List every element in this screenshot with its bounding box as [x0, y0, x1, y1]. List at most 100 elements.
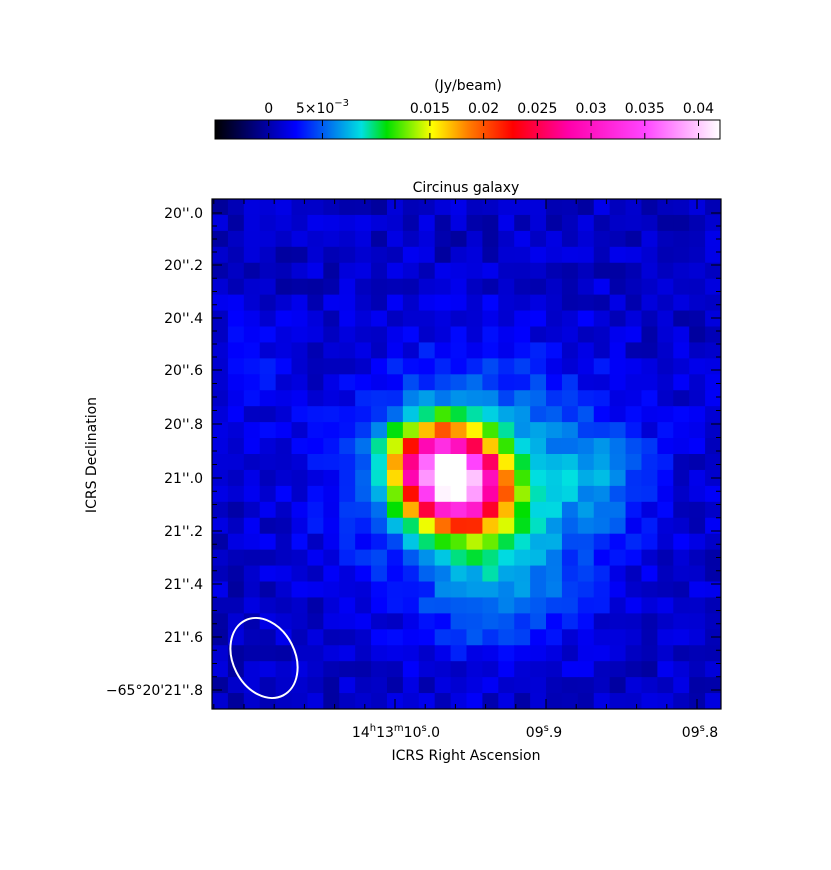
heatmap-cell	[371, 358, 388, 375]
heatmap-cell	[657, 374, 674, 391]
heatmap-cell	[657, 294, 674, 312]
heatmap-cell	[625, 374, 643, 391]
heatmap-cell	[418, 278, 436, 296]
heatmap-cell	[291, 358, 309, 375]
heatmap-cell	[530, 199, 547, 216]
heatmap-cell	[243, 485, 261, 503]
heatmap-cell	[402, 581, 420, 599]
heatmap-cell	[339, 597, 356, 614]
heatmap-cell	[689, 645, 706, 662]
heatmap-cell	[386, 390, 404, 407]
heatmap-cell	[593, 693, 611, 709]
heatmap-cell	[307, 565, 324, 583]
heatmap-cell	[386, 278, 404, 296]
heatmap-cell	[402, 454, 420, 471]
heatmap-cell	[546, 629, 563, 646]
heatmap-cell	[641, 406, 658, 423]
heatmap-cell	[450, 358, 468, 375]
heatmap-cell	[243, 597, 261, 614]
heatmap-cell	[212, 374, 229, 391]
heatmap-cell	[673, 230, 690, 248]
heatmap-cell	[355, 230, 372, 248]
heatmap-cell	[561, 390, 579, 407]
heatmap-cell	[259, 390, 277, 407]
heatmap-cell	[339, 438, 356, 455]
heatmap-cell	[689, 278, 706, 296]
heatmap-cell	[530, 230, 547, 248]
heatmap-cell	[323, 597, 340, 614]
heatmap-cell	[673, 358, 690, 375]
heatmap-cell	[546, 469, 563, 487]
heatmap-cell	[577, 294, 595, 312]
colorbar-tick-4: 0.025	[517, 101, 557, 117]
colorbar-tick-5: 0.03	[575, 101, 606, 117]
heatmap-cell	[546, 549, 563, 567]
heatmap-cell	[323, 693, 340, 709]
heatmap-cell	[657, 565, 674, 583]
heatmap-cell	[450, 214, 468, 232]
heatmap-cell	[402, 677, 420, 694]
heatmap-cell	[243, 517, 261, 535]
heatmap-cell	[402, 246, 420, 264]
heatmap-cell	[243, 661, 261, 678]
heatmap-cell	[514, 262, 531, 280]
heatmap-cell	[227, 199, 245, 216]
heatmap-cell	[307, 262, 324, 280]
heatmap-cell	[466, 693, 484, 709]
heatmap-cell	[371, 278, 388, 296]
heatmap-cell	[482, 629, 499, 646]
heatmap-cell	[514, 422, 531, 439]
heatmap-cell	[673, 262, 690, 280]
heatmap-cell	[561, 485, 579, 503]
heatmap-cell	[546, 326, 563, 344]
heatmap-cell	[498, 310, 515, 328]
heatmap-cell	[689, 406, 706, 423]
heatmap-cell	[323, 342, 340, 359]
heatmap-cell	[577, 645, 595, 662]
heatmap-cell	[243, 549, 261, 567]
heatmap-cell	[339, 533, 356, 551]
heatmap-cell	[243, 374, 261, 391]
heatmap-cell	[625, 645, 643, 662]
heatmap-cell	[434, 581, 452, 599]
heatmap-cell	[418, 262, 436, 280]
heatmap-cell	[434, 454, 452, 471]
heatmap-cell	[227, 358, 245, 375]
heatmap-cell	[641, 693, 658, 709]
heatmap-cell	[323, 278, 340, 296]
heatmap-cell	[212, 294, 229, 312]
heatmap-cell	[561, 693, 579, 709]
heatmap-cell	[434, 390, 452, 407]
heatmap-cell	[371, 565, 388, 583]
heatmap-cell	[339, 358, 356, 375]
heatmap-cell	[466, 581, 484, 599]
heatmap-cell	[386, 406, 404, 423]
heatmap-cell	[418, 214, 436, 232]
heatmap-cell	[625, 677, 643, 694]
heatmap-cell	[657, 454, 674, 471]
heatmap-cell	[673, 422, 690, 439]
heatmap-cell	[705, 262, 721, 280]
heatmap-cell	[689, 294, 706, 312]
heatmap-cell	[466, 533, 484, 551]
y-tick-label: 20''.2	[164, 258, 203, 274]
colorbar-tick-marks	[268, 120, 700, 139]
heatmap-cell	[657, 645, 674, 662]
heatmap-cell	[307, 629, 324, 646]
heatmap-cell	[466, 613, 484, 630]
heatmap-cell	[641, 677, 658, 694]
heatmap-cell	[212, 501, 229, 519]
y-tick-labels: 20''.0 20''.2 20''.4 20''.6 20''.8 21''.0 21''…	[106, 206, 203, 699]
heatmap-cell	[482, 294, 499, 312]
heatmap-cell	[402, 517, 420, 535]
heatmap-cell	[609, 358, 627, 375]
heatmap-cell	[307, 406, 324, 423]
heatmap-cell	[386, 310, 404, 328]
heatmap-cell	[466, 358, 484, 375]
heatmap-cell	[323, 438, 340, 455]
heatmap-cell	[625, 613, 643, 630]
heatmap-cell	[577, 438, 595, 455]
heatmap-cell	[355, 517, 372, 535]
heatmap-cell	[243, 501, 261, 519]
